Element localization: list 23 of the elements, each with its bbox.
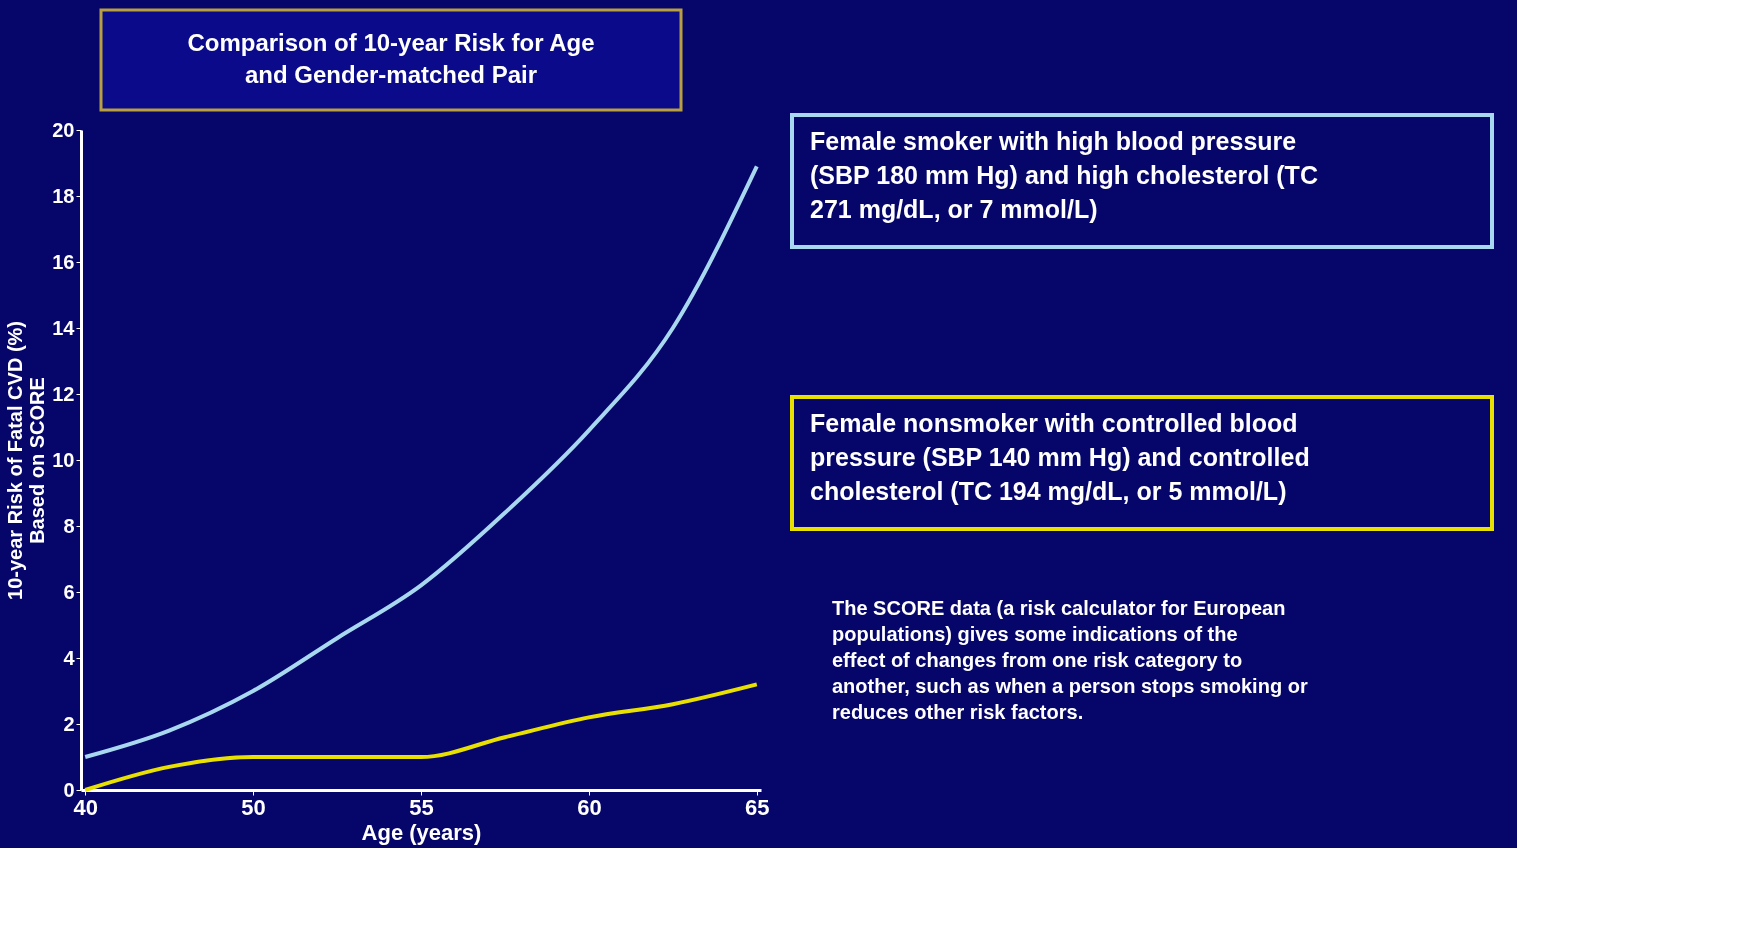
chart-title: Comparison of 10-year Risk for Age and Gender-matched Pair [187,29,595,88]
x-tick-label: 60 [577,794,602,820]
x-tick-label: 55 [409,794,434,820]
y-tick-label: 6 [63,580,75,603]
y-axis-title: 10-year Risk of Fatal CVD (%) Based on SCORE [4,321,49,600]
x-tick-label: 40 [73,794,98,820]
y-tick-label: 12 [52,382,75,405]
x-axis-title: Age (years) [361,819,482,845]
y-tick-label: 20 [52,118,75,141]
x-tick-label: 50 [241,794,266,820]
line-series [83,164,759,759]
y-tick-label: 8 [63,514,75,537]
y-tick-label: 0 [63,778,75,801]
y-tick-label: 4 [63,646,76,669]
text: Female nonsmoker with controlled blood pressure (SBP 140 mm Hg) and controlled cholesterol (TC 194 mg/dL, or 5 mmol/L) [810,409,1310,505]
x-tick-label: 65 [745,794,770,820]
text: Female smoker with high blood pressure (SBP 180 mm Hg) and high cholesterol (TC 271 mg/dL, or 7 mmol/L) [810,127,1318,223]
y-tick-label: 2 [63,712,75,735]
y-tick-label: 14 [52,316,76,339]
text: The SCORE data (a risk calculator for European populations) gives some indications of the effect of changes from one risk category to another, such as when a person stops smoking or reduces other risk factors. [832,597,1308,723]
y-tick-label: 16 [52,250,75,273]
y-tick-label: 18 [52,184,75,207]
y-tick-label: 10 [52,448,75,471]
